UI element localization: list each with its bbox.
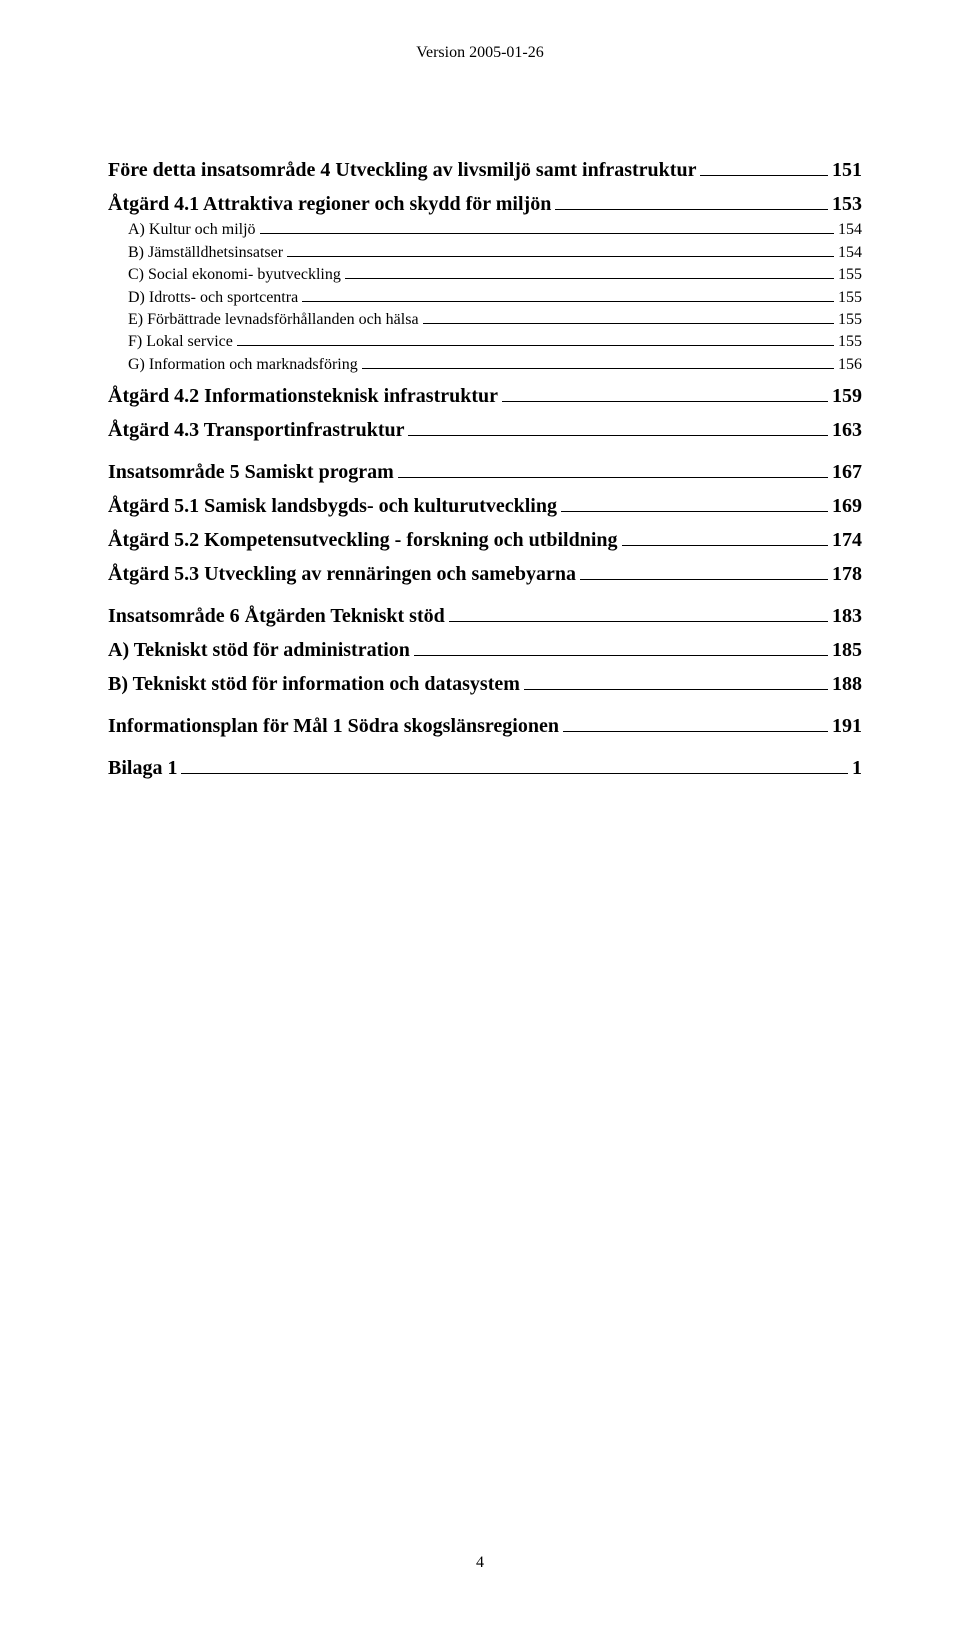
toc-page: 156	[838, 356, 862, 374]
toc-page: 151	[832, 159, 862, 182]
toc-row: D) Idrotts- och sportcentra 155	[108, 287, 862, 306]
toc-row: Åtgärd 5.3 Utveckling av rennäringen och…	[108, 562, 862, 586]
toc-row: A) Tekniskt stöd för administration 185	[108, 638, 862, 662]
toc-leader	[414, 638, 828, 656]
toc-leader	[181, 756, 848, 774]
toc-page: 163	[832, 419, 862, 442]
toc-row: F) Lokal service 155	[108, 332, 862, 351]
toc-leader	[524, 672, 828, 690]
footer-page-number: 4	[0, 1554, 960, 1572]
toc-leader	[287, 242, 834, 256]
toc-row: Åtgärd 4.3 Transportinfrastruktur 163	[108, 418, 862, 442]
toc-row: C) Social ekonomi- byutveckling 155	[108, 265, 862, 284]
toc-label: Åtgärd 5.2 Kompetensutveckling - forskni…	[108, 529, 618, 552]
toc-page: 183	[832, 605, 862, 628]
toc-page: 154	[838, 244, 862, 262]
toc-row: A) Kultur och miljö 154	[108, 220, 862, 239]
toc-row: E) Förbättrade levnadsförhållanden och h…	[108, 310, 862, 329]
toc-row: Informationsplan för Mål 1 Södra skogslä…	[108, 714, 862, 738]
toc-row: Insatsområde 6 Åtgärden Tekniskt stöd 183	[108, 604, 862, 628]
toc-page: 155	[838, 266, 862, 284]
toc-page: 174	[832, 529, 862, 552]
toc-label: Åtgärd 4.3 Transportinfrastruktur	[108, 419, 404, 442]
toc-row: Insatsområde 5 Samiskt program 167	[108, 460, 862, 484]
toc-leader	[555, 192, 828, 210]
toc-leader	[580, 562, 828, 580]
toc-leader	[700, 158, 828, 176]
toc-page: 191	[832, 715, 862, 738]
toc-row: Åtgärd 4.2 Informationsteknisk infrastru…	[108, 384, 862, 408]
toc-label: Insatsområde 6 Åtgärden Tekniskt stöd	[108, 605, 445, 628]
toc-row: Åtgärd 5.2 Kompetensutveckling - forskni…	[108, 528, 862, 552]
toc-page: 154	[838, 221, 862, 239]
toc-row: Bilaga 1 1	[108, 756, 862, 780]
toc-row: Åtgärd 4.1 Attraktiva regioner och skydd…	[108, 192, 862, 216]
toc-label: C) Social ekonomi- byutveckling	[128, 266, 341, 284]
toc-leader	[408, 418, 828, 436]
toc-leader	[622, 528, 828, 546]
toc-label: Bilaga 1	[108, 757, 177, 780]
toc-row: B) Tekniskt stöd för information och dat…	[108, 672, 862, 696]
toc-label: A) Kultur och miljö	[128, 221, 256, 239]
toc-page: 155	[838, 289, 862, 307]
toc-row: Före detta insatsområde 4 Utveckling av …	[108, 158, 862, 182]
toc-label: Före detta insatsområde 4 Utveckling av …	[108, 159, 696, 182]
toc-leader	[345, 265, 834, 279]
toc-leader	[502, 384, 828, 402]
toc-page: 188	[832, 673, 862, 696]
toc-label: A) Tekniskt stöd för administration	[108, 639, 410, 662]
toc-label: E) Förbättrade levnadsförhållanden och h…	[128, 311, 419, 329]
toc-page: 1	[852, 757, 862, 780]
toc-page: 155	[838, 311, 862, 329]
toc-label: Informationsplan för Mål 1 Södra skogslä…	[108, 715, 559, 738]
toc-leader	[561, 494, 828, 512]
toc-label: Åtgärd 4.2 Informationsteknisk infrastru…	[108, 385, 498, 408]
toc-label: Åtgärd 4.1 Attraktiva regioner och skydd…	[108, 193, 551, 216]
toc-label: G) Information och marknadsföring	[128, 356, 358, 374]
toc-page: 167	[832, 461, 862, 484]
toc-leader	[302, 287, 834, 301]
toc-leader	[563, 714, 828, 732]
toc-page: 155	[838, 333, 862, 351]
toc-row: Åtgärd 5.1 Samisk landsbygds- och kultur…	[108, 494, 862, 518]
toc-leader	[449, 604, 828, 622]
toc-label: D) Idrotts- och sportcentra	[128, 289, 298, 307]
toc-leader	[362, 354, 834, 368]
toc-label: Insatsområde 5 Samiskt program	[108, 461, 394, 484]
toc-page: 185	[832, 639, 862, 662]
toc-label: F) Lokal service	[128, 333, 233, 351]
toc-leader	[398, 460, 828, 478]
toc-label: Åtgärd 5.3 Utveckling av rennäringen och…	[108, 563, 576, 586]
toc-page: 178	[832, 563, 862, 586]
toc-leader	[423, 310, 834, 324]
toc-label: B) Jämställdhetsinsatser	[128, 244, 283, 262]
toc-container: Före detta insatsområde 4 Utveckling av …	[108, 158, 862, 780]
toc-page: 153	[832, 193, 862, 216]
toc-page: 159	[832, 385, 862, 408]
header-version: Version 2005-01-26	[0, 44, 960, 62]
toc-row: B) Jämställdhetsinsatser 154	[108, 242, 862, 261]
toc-leader	[237, 332, 834, 346]
toc-label: Åtgärd 5.1 Samisk landsbygds- och kultur…	[108, 495, 557, 518]
toc-page: 169	[832, 495, 862, 518]
toc-label: B) Tekniskt stöd för information och dat…	[108, 673, 520, 696]
toc-leader	[260, 220, 834, 234]
toc-row: G) Information och marknadsföring 156	[108, 354, 862, 373]
